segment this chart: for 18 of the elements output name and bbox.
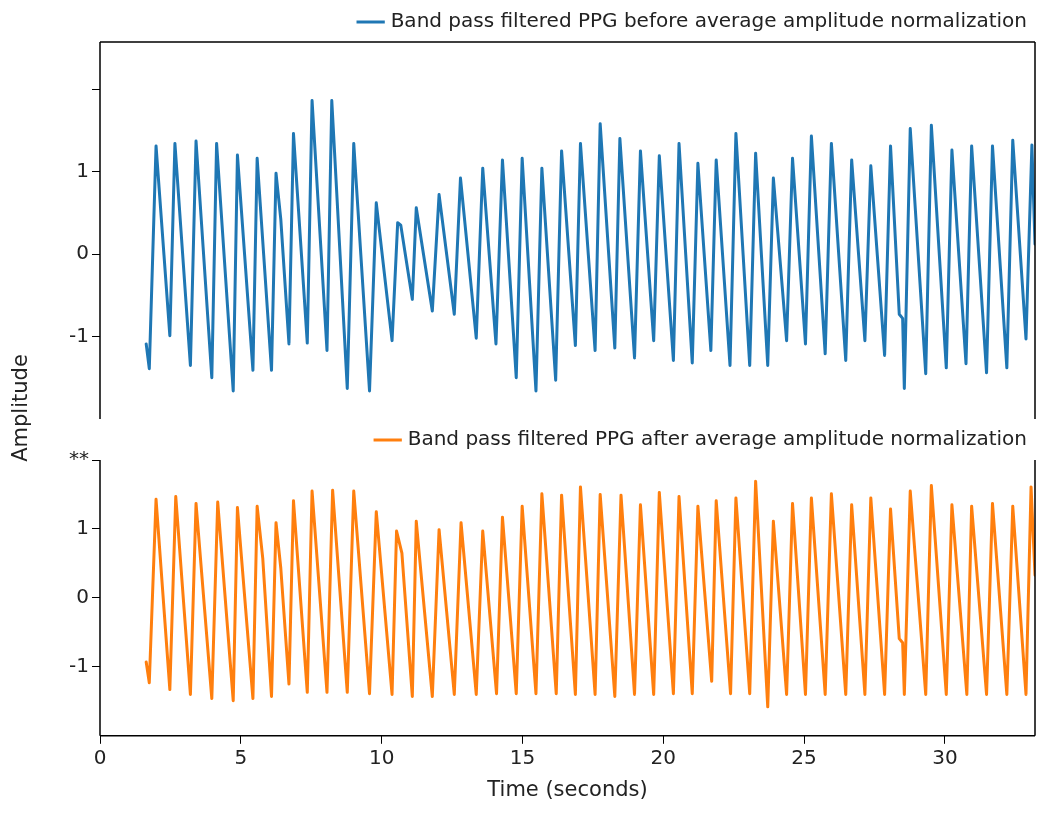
x-axis-title: Time (seconds) [486, 776, 648, 801]
y-axis-title: Amplitude [8, 353, 32, 462]
x-tick-label: 5 [234, 745, 248, 769]
y-tick-label: 0 [76, 240, 89, 265]
y-tick-label: -1 [69, 653, 89, 678]
legend-label: Band pass filtered PPG after average amplitude normalization [407, 426, 1027, 451]
x-tick-label: 20 [650, 745, 676, 769]
y-tick-label: 1 [76, 157, 89, 182]
x-tick-label: 15 [509, 745, 536, 769]
y-tick-label: 0 [76, 584, 89, 609]
x-tick-label: 10 [368, 745, 395, 769]
y-tick-label: 1 [76, 515, 89, 540]
y-tick-label: -1 [69, 322, 89, 347]
x-tick-label: 25 [791, 745, 817, 769]
x-tick-label: 0 [93, 745, 107, 769]
legend-label: Band pass filtered PPG before average amplitude normalization [390, 8, 1028, 33]
x-tick-label: 30 [932, 745, 958, 769]
y-tick-label: ** [69, 446, 89, 471]
